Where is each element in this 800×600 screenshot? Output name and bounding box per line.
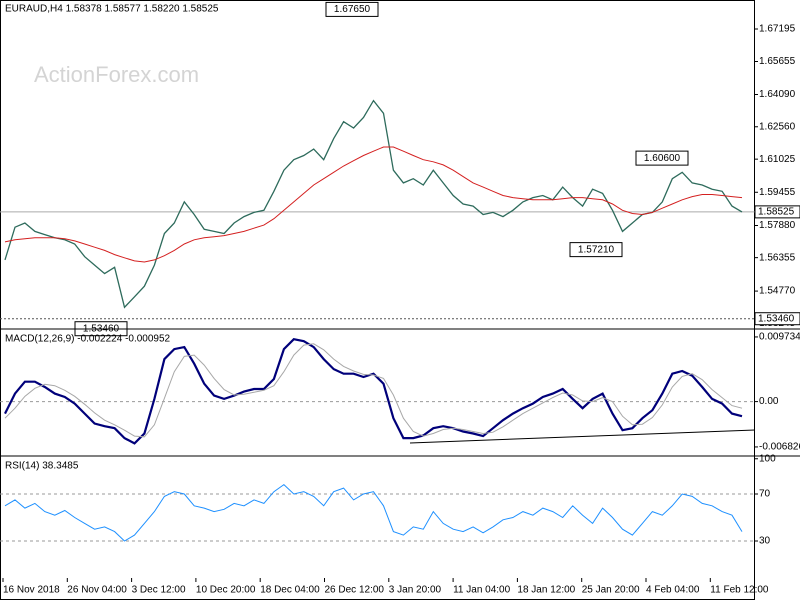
x-tick-label: 10 Dec 20:00 [196, 585, 256, 596]
series-line [4, 99, 743, 309]
level-badge [754, 312, 800, 326]
y-tick-label: 1.56355 [759, 252, 796, 263]
annotation-label: 1.60600 [644, 153, 681, 164]
frame [0, 0, 755, 600]
panel-title: RSI(14) 38.3485 [5, 461, 79, 472]
y-tick-label: 1.57880 [759, 220, 796, 231]
price-badge [754, 205, 800, 219]
annotation-box [569, 242, 623, 258]
y-tick-label: 1.64090 [759, 89, 796, 100]
x-tick-label: 18 Dec 04:00 [260, 585, 320, 596]
y-tick-label: 1.65655 [759, 56, 796, 67]
y-tick-label: 0.00 [759, 396, 779, 407]
trend-line [409, 429, 756, 444]
panel-title: MACD(12,26,9) -0.002224 -0.000952 [5, 334, 171, 345]
y-tick-label: 1.59455 [759, 187, 796, 198]
x-tick-label: 3 Dec 12:00 [132, 585, 186, 596]
x-tick-label: 18 Jan 12:00 [517, 585, 575, 596]
x-tick-label: 11 Feb 12:00 [710, 585, 769, 596]
y-tick-label: 1.62560 [759, 121, 796, 132]
y-tick-label: 100 [759, 453, 776, 464]
annotation-box [635, 150, 689, 166]
y-tick-label: 0.009734 [759, 332, 800, 343]
series-line [4, 338, 743, 445]
x-tick-label: 11 Jan 04:00 [453, 585, 511, 596]
y-tick-label: 1.61025 [759, 154, 796, 165]
annotation-box [325, 1, 379, 17]
x-tick-label: 26 Dec 12:00 [325, 585, 385, 596]
y-tick-label: -0.006826 [759, 442, 800, 453]
level-badge-label: 1.53460 [758, 313, 795, 324]
y-tick-label: 1.67195 [759, 24, 796, 35]
watermark: ActionForex.com [34, 62, 199, 87]
x-tick-label: 3 Jan 20:00 [389, 585, 442, 596]
x-tick-label: 16 Nov 2018 [3, 585, 60, 596]
x-tick-label: 25 Jan 20:00 [582, 585, 640, 596]
x-tick-label: 26 Nov 04:00 [67, 585, 127, 596]
series-line [4, 483, 743, 542]
series-line [4, 146, 743, 263]
annotation-label: 1.67650 [334, 4, 371, 15]
price-badge-label: 1.58525 [758, 207, 795, 218]
y-tick-label: 70 [759, 489, 771, 500]
annotation-label: 1.57210 [578, 244, 615, 255]
series-line [4, 343, 743, 438]
y-tick-label: 1.54770 [759, 286, 796, 297]
panel-title: EURAUD,H4 1.58378 1.58577 1.58220 1.5852… [5, 4, 219, 15]
x-tick-label: 4 Feb 04:00 [646, 585, 700, 596]
y-tick-label: 30 [759, 536, 771, 547]
